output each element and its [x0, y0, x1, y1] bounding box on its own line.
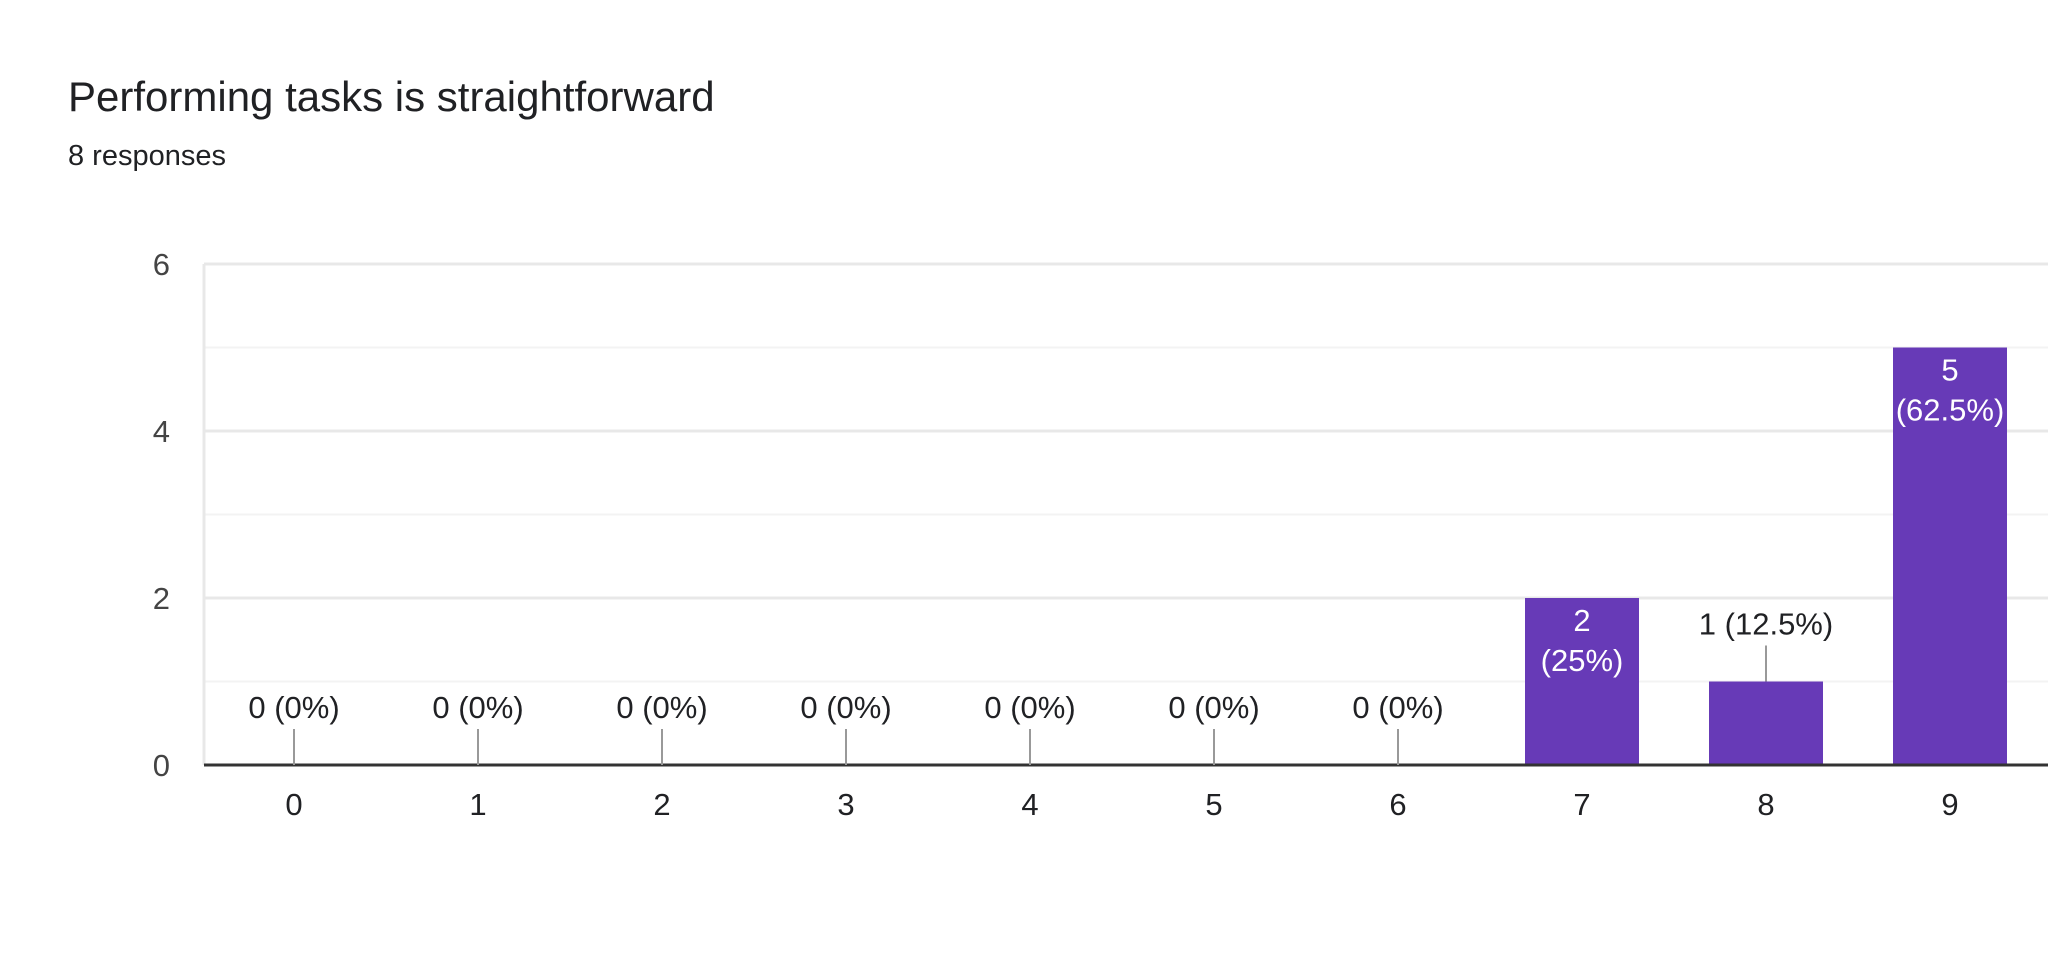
data-label: 0 (0%): [616, 690, 707, 725]
y-tick-label: 4: [153, 414, 170, 449]
y-tick-label: 2: [153, 581, 170, 616]
x-tick-label: 4: [1021, 787, 1038, 822]
bar-9: [1893, 347, 2007, 765]
data-label: 0 (0%): [248, 690, 339, 725]
bar-8: [1709, 681, 1823, 765]
x-tick-label: 1: [469, 787, 486, 822]
axes: 0 2 4 6 0 1 2 3 4 5 6 7 8 9: [153, 247, 2048, 822]
data-label: 0 (0%): [984, 690, 1075, 725]
x-tick-label: 7: [1573, 787, 1590, 822]
x-tick-label: 0: [285, 787, 302, 822]
bar-7: [1525, 598, 1639, 765]
data-labels: 0 (0%) 0 (0%) 0 (0%) 0 (0%) 0 (0%) 0 (0%) 0 (0…: [248, 353, 2005, 765]
x-tick-label: 5: [1205, 787, 1222, 822]
chart-title: Performing tasks is straightforward: [68, 73, 715, 120]
data-label: 2: [1573, 603, 1590, 638]
data-label: 5: [1941, 353, 1958, 388]
y-tick-label: 6: [153, 247, 170, 282]
data-label: (25%): [1541, 643, 1624, 678]
data-label: 0 (0%): [1352, 690, 1443, 725]
bars: [1525, 347, 2007, 765]
x-tick-label: 6: [1389, 787, 1406, 822]
data-label: 0 (0%): [800, 690, 891, 725]
x-tick-label: 3: [837, 787, 854, 822]
gridlines: [202, 262, 2048, 765]
data-label: (62.5%): [1896, 393, 2005, 428]
x-tick-label: 2: [653, 787, 670, 822]
x-tick-label: 8: [1757, 787, 1774, 822]
x-tick-label: 9: [1941, 787, 1958, 822]
response-count: 8 responses: [68, 140, 226, 172]
data-label: 0 (0%): [1168, 690, 1259, 725]
data-label: 1 (12.5%): [1699, 607, 1833, 642]
y-tick-label: 0: [153, 748, 170, 783]
data-label: 0 (0%): [432, 690, 523, 725]
